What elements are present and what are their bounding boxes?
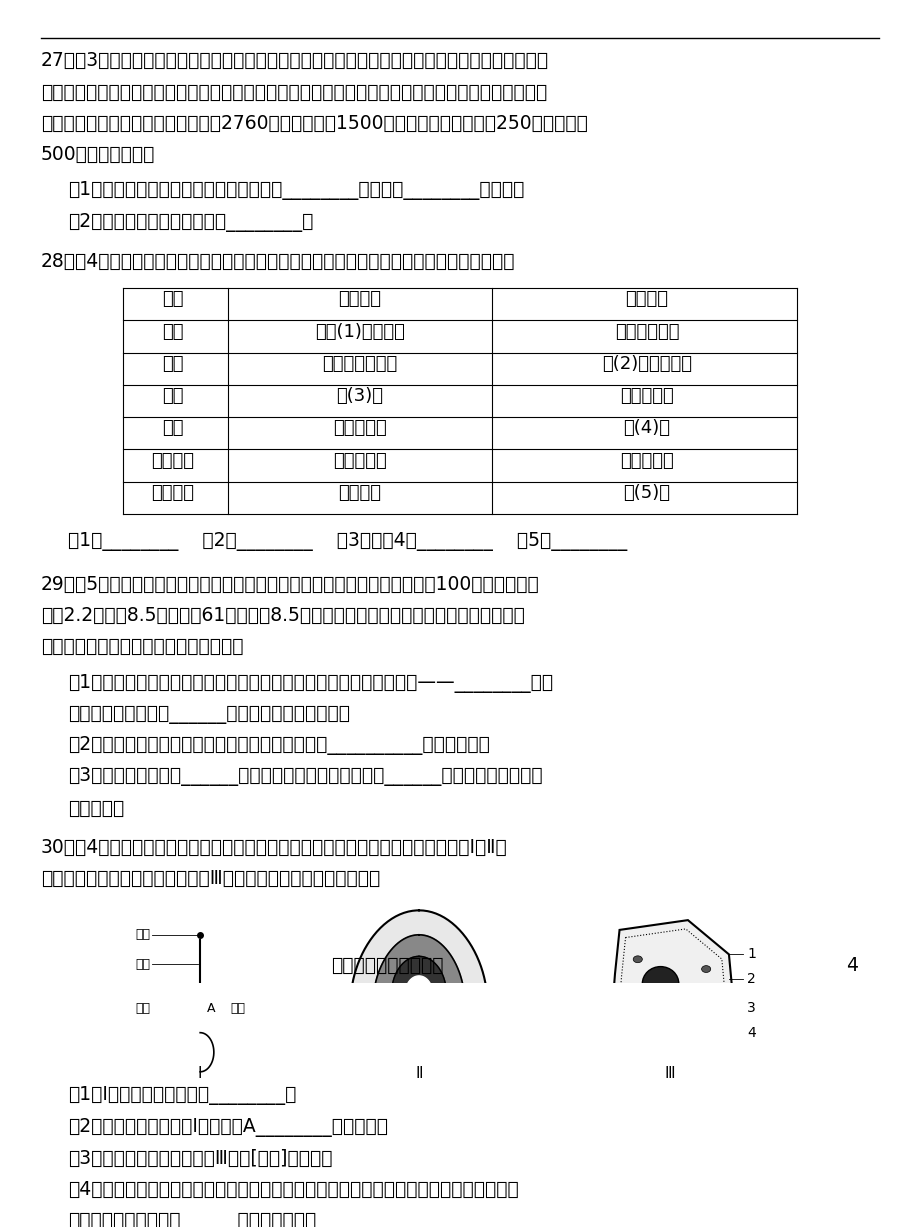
Text: 湿地。湿地是地球上生物资源非常丰富以及生产力较高的生态系统，是众多植物和动物（以水禽为主）: 湿地。湿地是地球上生物资源非常丰富以及生产力较高的生态系统，是众多植物和动物（以… — [40, 82, 546, 102]
Text: ＿(3)＿: ＿(3)＿ — [335, 387, 383, 405]
Text: 30．（4分）现在正值水蜜桃上市时节。水蜜桃香甜美味，是大家喜爱的水果。下图Ⅰ和Ⅱ是: 30．（4分）现在正值水蜜桃上市时节。水蜜桃香甜美味，是大家喜爱的水果。下图Ⅰ和… — [40, 838, 507, 856]
Text: 项目: 项目 — [162, 291, 184, 308]
Text: （3）水蜜桃香甜物质储存在Ⅲ中的[　　]液泡中。: （3）水蜜桃香甜物质储存在Ⅲ中的[ ]液泡中。 — [68, 1150, 332, 1168]
Text: 29．（5分）芹菜养分十分丰富（芹菜叶中养分远远高于芹菜茎），据测定，100克芹菜中含蛋: 29．（5分）芹菜养分十分丰富（芹菜叶中养分远远高于芹菜茎），据测定，100克芹… — [40, 574, 539, 594]
Ellipse shape — [641, 967, 678, 1001]
Text: ＿(5)＿: ＿(5)＿ — [623, 483, 670, 502]
Text: 的乐园，仅在我国就记录到湿地植物2760种、湿地动物1500种左右（其中大约水禽250种、淡水鱼: 的乐园，仅在我国就记录到湿地植物2760种、湿地动物1500种左右（其中大约水禽… — [40, 114, 587, 133]
Text: 素等，对人体健康都十分有益。请回答：: 素等，对人体健康都十分有益。请回答： — [40, 637, 243, 656]
Text: 水蜜桃的果实结构及来源示意图，Ⅲ是桃果肉细胞结构图，请回答：: 水蜜桃的果实结构及来源示意图，Ⅲ是桃果肉细胞结构图，请回答： — [40, 869, 380, 888]
Text: 500种）。请回答：: 500种）。请回答： — [40, 145, 154, 164]
Text: （1）________    （2）________    （3）和（4）________    （5）________: （1）________ （2）________ （3）和（4）________ … — [68, 531, 627, 551]
Text: 27．（3分）湿地包括沼泽、湖泊、河流、河口以及海岸地带的滩涂、红树林和珊瑚礁，还包括人工: 27．（3分）湿地包括沼泽、湖泊、河流、河口以及海岸地带的滩涂、红树林和珊瑚礁，… — [40, 52, 548, 70]
Text: 含＿(1)＿的细胞: 含＿(1)＿的细胞 — [314, 323, 404, 341]
Text: Ⅱ: Ⅱ — [414, 1066, 422, 1081]
Text: 有机物和氧: 有机物和氧 — [333, 420, 386, 437]
Text: 储存能量: 储存能量 — [338, 483, 380, 502]
Text: 壤里吸收来的，通过______从下而上运输到茎和叶。: 壤里吸收来的，通过______从下而上运输到茎和叶。 — [68, 704, 349, 724]
Text: Ⅲ: Ⅲ — [664, 1066, 675, 1081]
Text: 用心　　爱心　　专心: 用心 爱心 专心 — [331, 956, 443, 974]
Ellipse shape — [637, 1015, 646, 1021]
Text: 子房: 子房 — [135, 1001, 150, 1015]
Text: 产物: 产物 — [162, 420, 184, 437]
Text: ＿(2)＿都能进行: ＿(2)＿都能进行 — [601, 355, 691, 373]
Text: 28．（4分）小玉列表比较了绿色植物光合作用与呼吸作用的区别，请帮她将此表补充完整。: 28．（4分）小玉列表比较了绿色植物光合作用与呼吸作用的区别，请帮她将此表补充完… — [40, 252, 515, 271]
Text: 光合作用: 光合作用 — [338, 291, 380, 308]
Text: 白质2.2克、钙8.5毫克、磷61毫克、铁8.5毫克，芹菜中还含丰富的胡萝卜素和多种维生: 白质2.2克、钙8.5毫克、磷61毫克、铁8.5毫克，芹菜中还含丰富的胡萝卜素和… — [40, 606, 524, 625]
Ellipse shape — [701, 966, 710, 973]
Text: 合成有机物: 合成有机物 — [333, 452, 386, 470]
Text: （2）果实中的种子是由Ⅰ结构中的A________发育成的。: （2）果实中的种子是由Ⅰ结构中的A________发育成的。 — [68, 1118, 388, 1136]
Text: 骨骼发育。: 骨骼发育。 — [68, 799, 124, 817]
Text: （1）Ⅰ表示的是花结构中的________。: （1）Ⅰ表示的是花结构中的________。 — [68, 1086, 296, 1106]
Text: 1: 1 — [746, 947, 755, 962]
Polygon shape — [391, 956, 446, 1031]
Text: 条件: 条件 — [162, 355, 184, 373]
Text: 分解有机物: 分解有机物 — [619, 452, 673, 470]
Text: （1）上述文字描述体现了生物多样性中的________多样性和________多样性。: （1）上述文字描述体现了生物多样性中的________多样性和________多… — [68, 182, 524, 200]
Text: 2: 2 — [746, 972, 755, 985]
Text: 呼吸作用: 呼吸作用 — [625, 291, 668, 308]
Text: 4: 4 — [746, 1026, 755, 1039]
Text: 能量变化: 能量变化 — [151, 483, 194, 502]
Text: （2）芹菜养分中的铁可以预防贫血，因为铁是构成__________的一种成分。: （2）芹菜养分中的铁可以预防贫血，因为铁是构成__________的一种成分。 — [68, 736, 489, 755]
Text: （2）地球上最大的生态系统是________。: （2）地球上最大的生态系统是________。 — [68, 212, 313, 232]
Text: （4）一株桃树结出的水蜜桃果实大、味香甜、颜色艳，要保持其优良品质，在生产实践中: （4）一株桃树结出的水蜜桃果实大、味香甜、颜色艳，要保持其优良品质，在生产实践中 — [68, 1180, 518, 1200]
Text: 3: 3 — [746, 1001, 755, 1015]
Ellipse shape — [687, 1010, 697, 1016]
Text: （3）儿童缺乏钙会患______病，补钙时应同时补充维生素______，以促进钙的吸收和: （3）儿童缺乏钙会患______病，补钙时应同时补充维生素______，以促进钙… — [68, 767, 542, 787]
Polygon shape — [373, 935, 464, 1053]
Text: 一般采用营养生殖中的______方法进行繁殖。: 一般采用营养生殖中的______方法进行繁殖。 — [68, 1212, 316, 1227]
Polygon shape — [610, 920, 732, 1067]
Text: 物质变化: 物质变化 — [151, 452, 194, 470]
Text: 有机物和氧: 有机物和氧 — [619, 387, 673, 405]
Polygon shape — [405, 975, 432, 1011]
Text: 原料: 原料 — [162, 387, 184, 405]
Text: 在光下才能进行: 在光下才能进行 — [322, 355, 397, 373]
Text: 所有活的细胞: 所有活的细胞 — [614, 323, 678, 341]
Text: Ⅰ: Ⅰ — [198, 1066, 202, 1081]
Ellipse shape — [632, 956, 641, 963]
Text: 4: 4 — [845, 956, 857, 974]
Text: 部位: 部位 — [162, 323, 184, 341]
Text: A: A — [207, 1001, 215, 1015]
Polygon shape — [350, 910, 487, 1076]
Text: 花柱: 花柱 — [135, 957, 150, 971]
Text: （1）芹菜养分中的钙、磷、铁都是无机盐，它们是由芹菜的营养器官——________从土: （1）芹菜养分中的钙、磷、铁都是无机盐，它们是由芹菜的营养器官——_______… — [68, 674, 552, 692]
Text: 种子: 种子 — [230, 1001, 245, 1015]
Text: ＿(4)＿: ＿(4)＿ — [623, 420, 670, 437]
Text: 柱头: 柱头 — [135, 929, 150, 941]
